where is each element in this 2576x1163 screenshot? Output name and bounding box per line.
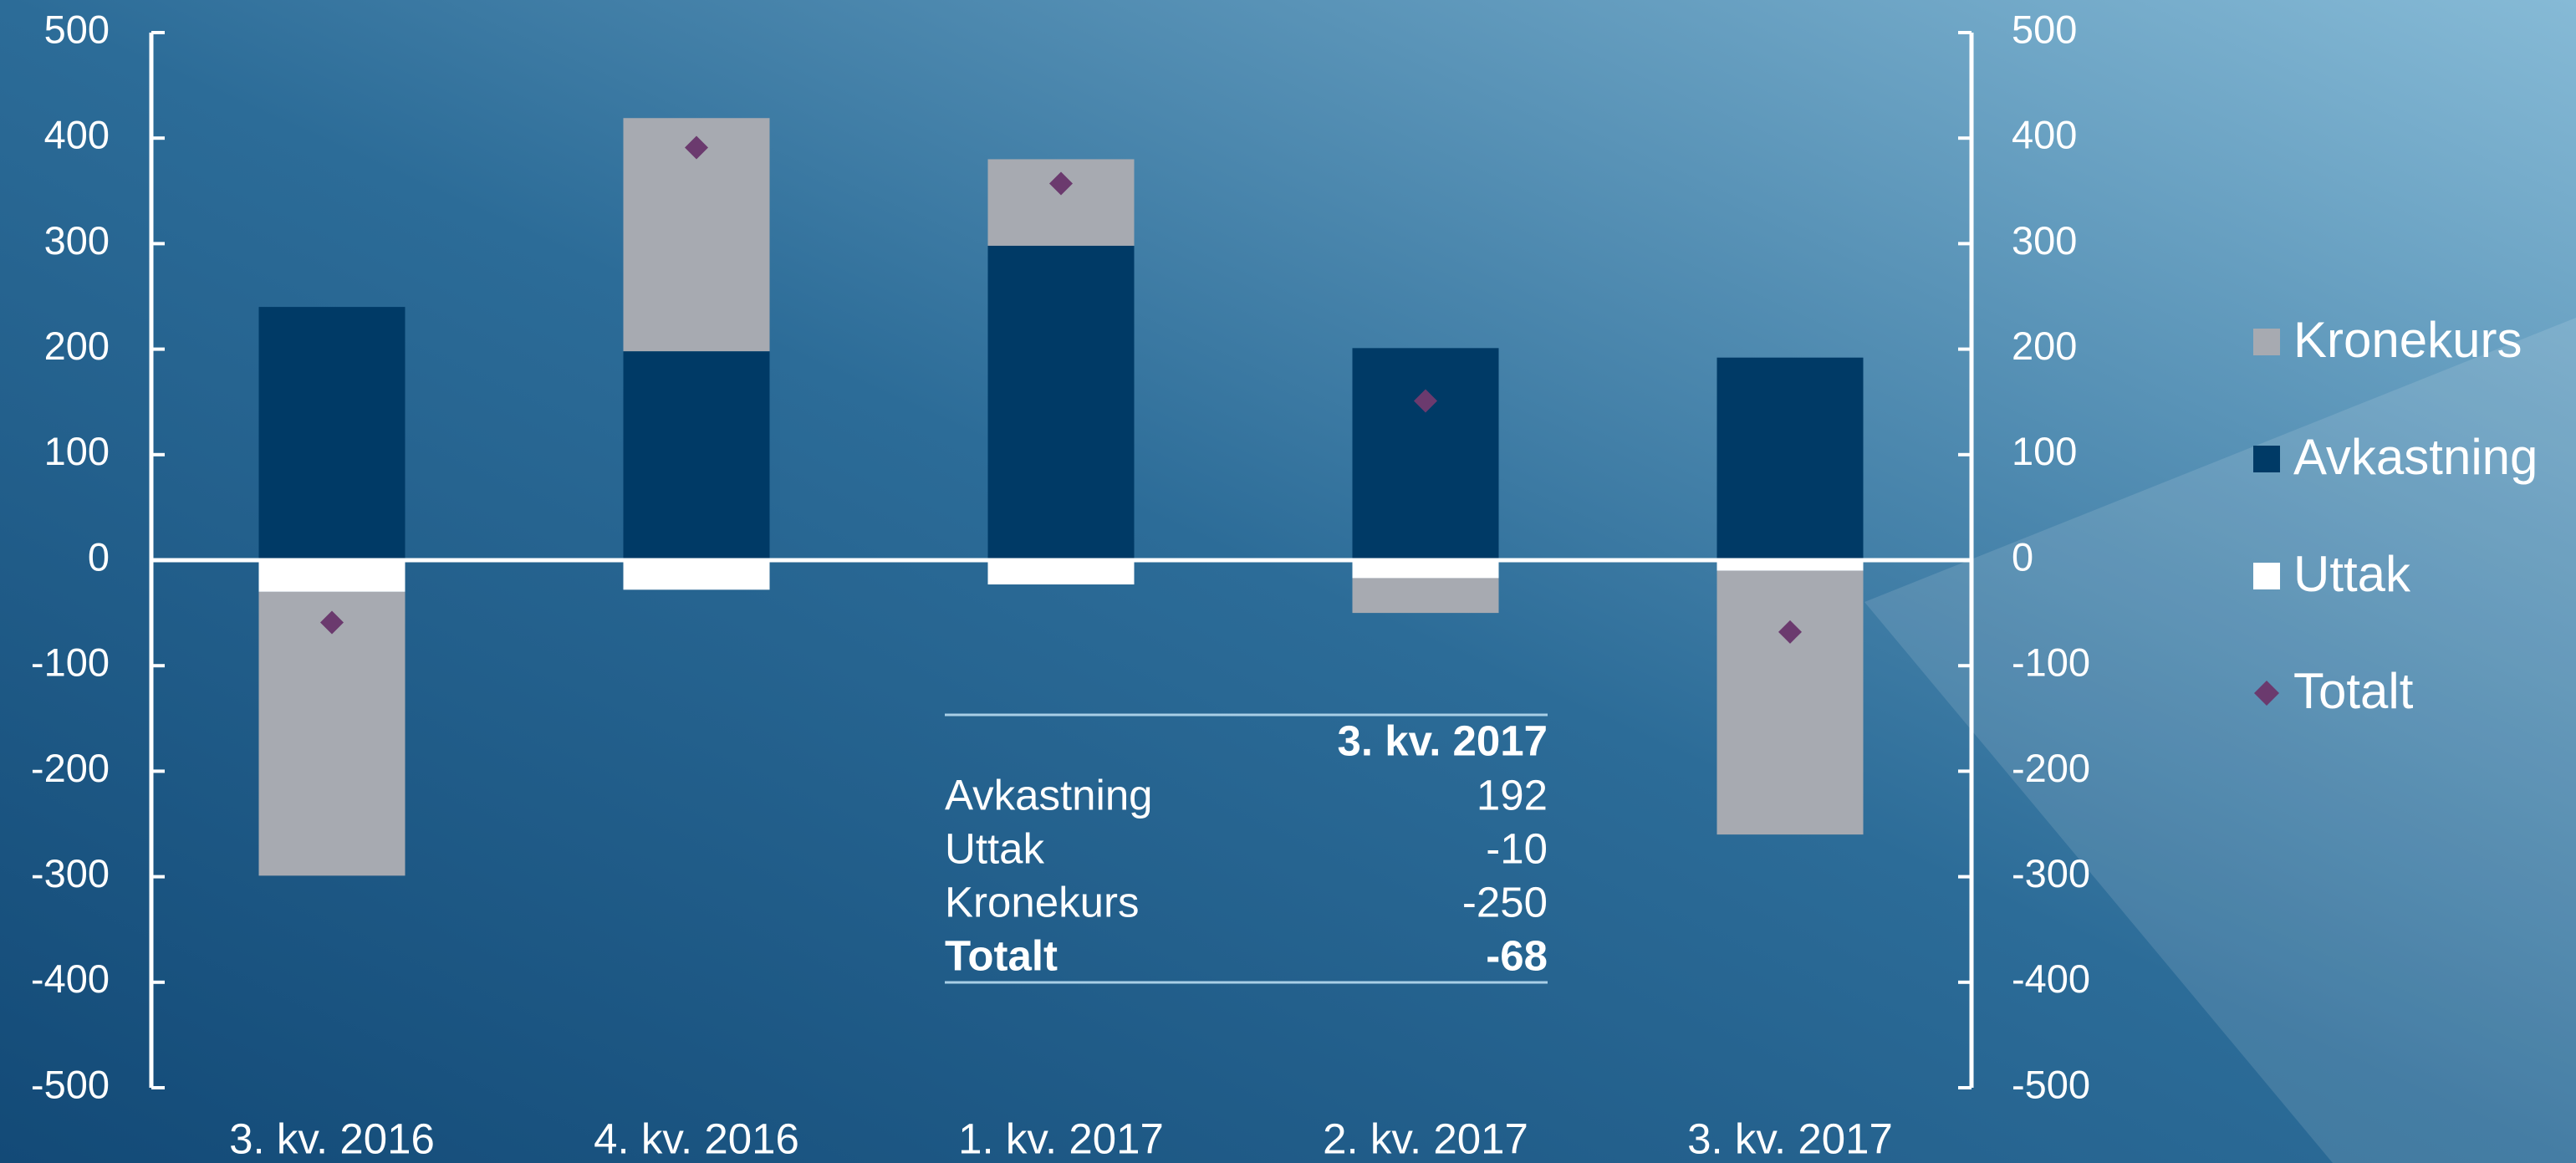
bar bbox=[1352, 560, 1499, 579]
bar bbox=[987, 245, 1135, 560]
bar bbox=[1352, 348, 1499, 560]
y-tick-label: 400 bbox=[44, 113, 110, 157]
y2-tick-label: -400 bbox=[2012, 956, 2090, 1001]
table-cell: Totalt bbox=[945, 931, 1058, 979]
legend-swatch bbox=[2253, 446, 2280, 472]
table: 3. kv. 2017 Avkastning 192 Uttak -10 Kronekur… bbox=[945, 713, 1548, 984]
legend-label: Totalt bbox=[2293, 663, 2414, 719]
legend-label: Kronekurs bbox=[2293, 312, 2522, 368]
table-cell: 192 bbox=[1477, 771, 1548, 819]
table-cell: Uttak bbox=[945, 824, 1045, 872]
y-tick-label: 200 bbox=[44, 324, 110, 368]
bar bbox=[1716, 560, 1864, 571]
legend-swatch bbox=[2253, 563, 2280, 589]
marker bbox=[685, 135, 708, 160]
bar bbox=[623, 560, 770, 590]
bar bbox=[258, 560, 406, 592]
bar bbox=[1716, 570, 1864, 835]
table-cell: -68 bbox=[1486, 931, 1548, 979]
table-cell: -10 bbox=[1486, 824, 1548, 872]
table-cell: -250 bbox=[1462, 878, 1548, 926]
y2-tick-label: 0 bbox=[2012, 534, 2033, 579]
y-tick-label: -400 bbox=[31, 956, 110, 1001]
marker bbox=[1778, 620, 1802, 644]
x-tick-label: 1. kv. 2017 bbox=[958, 1115, 1164, 1162]
bar bbox=[258, 307, 406, 560]
y-tick-label: 100 bbox=[44, 429, 110, 473]
bar bbox=[623, 351, 770, 560]
y2-tick-label: 200 bbox=[2012, 324, 2077, 368]
x-tick-label: 4. kv. 2016 bbox=[594, 1115, 799, 1162]
y-tick-label: -200 bbox=[31, 746, 110, 790]
x-tick-label: 3. kv. 2017 bbox=[1687, 1115, 1893, 1162]
bar bbox=[1716, 357, 1864, 560]
decor bbox=[1864, 318, 2576, 1163]
bar bbox=[258, 591, 406, 876]
marker bbox=[320, 610, 344, 635]
y2-tick-label: -300 bbox=[2012, 851, 2090, 895]
marker bbox=[1414, 389, 1437, 413]
y-tick-label: -500 bbox=[31, 1062, 110, 1106]
y2-tick-label: -100 bbox=[2012, 640, 2090, 685]
x-tick-label: 2. kv. 2017 bbox=[1323, 1115, 1528, 1162]
y2-tick-label: 500 bbox=[2012, 7, 2077, 51]
table-cell: Kronekurs bbox=[945, 878, 1139, 926]
table-cell: Avkastning bbox=[945, 771, 1153, 819]
y-tick-label: 300 bbox=[44, 218, 110, 263]
y2-tick-label: -500 bbox=[2012, 1062, 2090, 1106]
legend-marker bbox=[2254, 681, 2279, 706]
legend-label: Avkastning bbox=[2293, 429, 2538, 485]
marker bbox=[1049, 171, 1073, 196]
y-tick-label: 500 bbox=[44, 7, 110, 51]
y-tick-label: 0 bbox=[88, 534, 110, 579]
x-tick-label: 3. kv. 2016 bbox=[229, 1115, 435, 1162]
legend-label: Uttak bbox=[2293, 546, 2411, 602]
y-tick-label: -100 bbox=[31, 640, 110, 685]
bar bbox=[1352, 578, 1499, 614]
y2-tick-label: 400 bbox=[2012, 113, 2077, 157]
y2-tick-label: -200 bbox=[2012, 746, 2090, 790]
y2-tick-label: 300 bbox=[2012, 218, 2077, 263]
legend-swatch bbox=[2253, 329, 2280, 355]
bar bbox=[987, 560, 1135, 585]
y-tick-label: -300 bbox=[31, 851, 110, 895]
table-header: 3. kv. 2017 bbox=[1338, 717, 1548, 764]
y2-tick-label: 100 bbox=[2012, 429, 2077, 473]
